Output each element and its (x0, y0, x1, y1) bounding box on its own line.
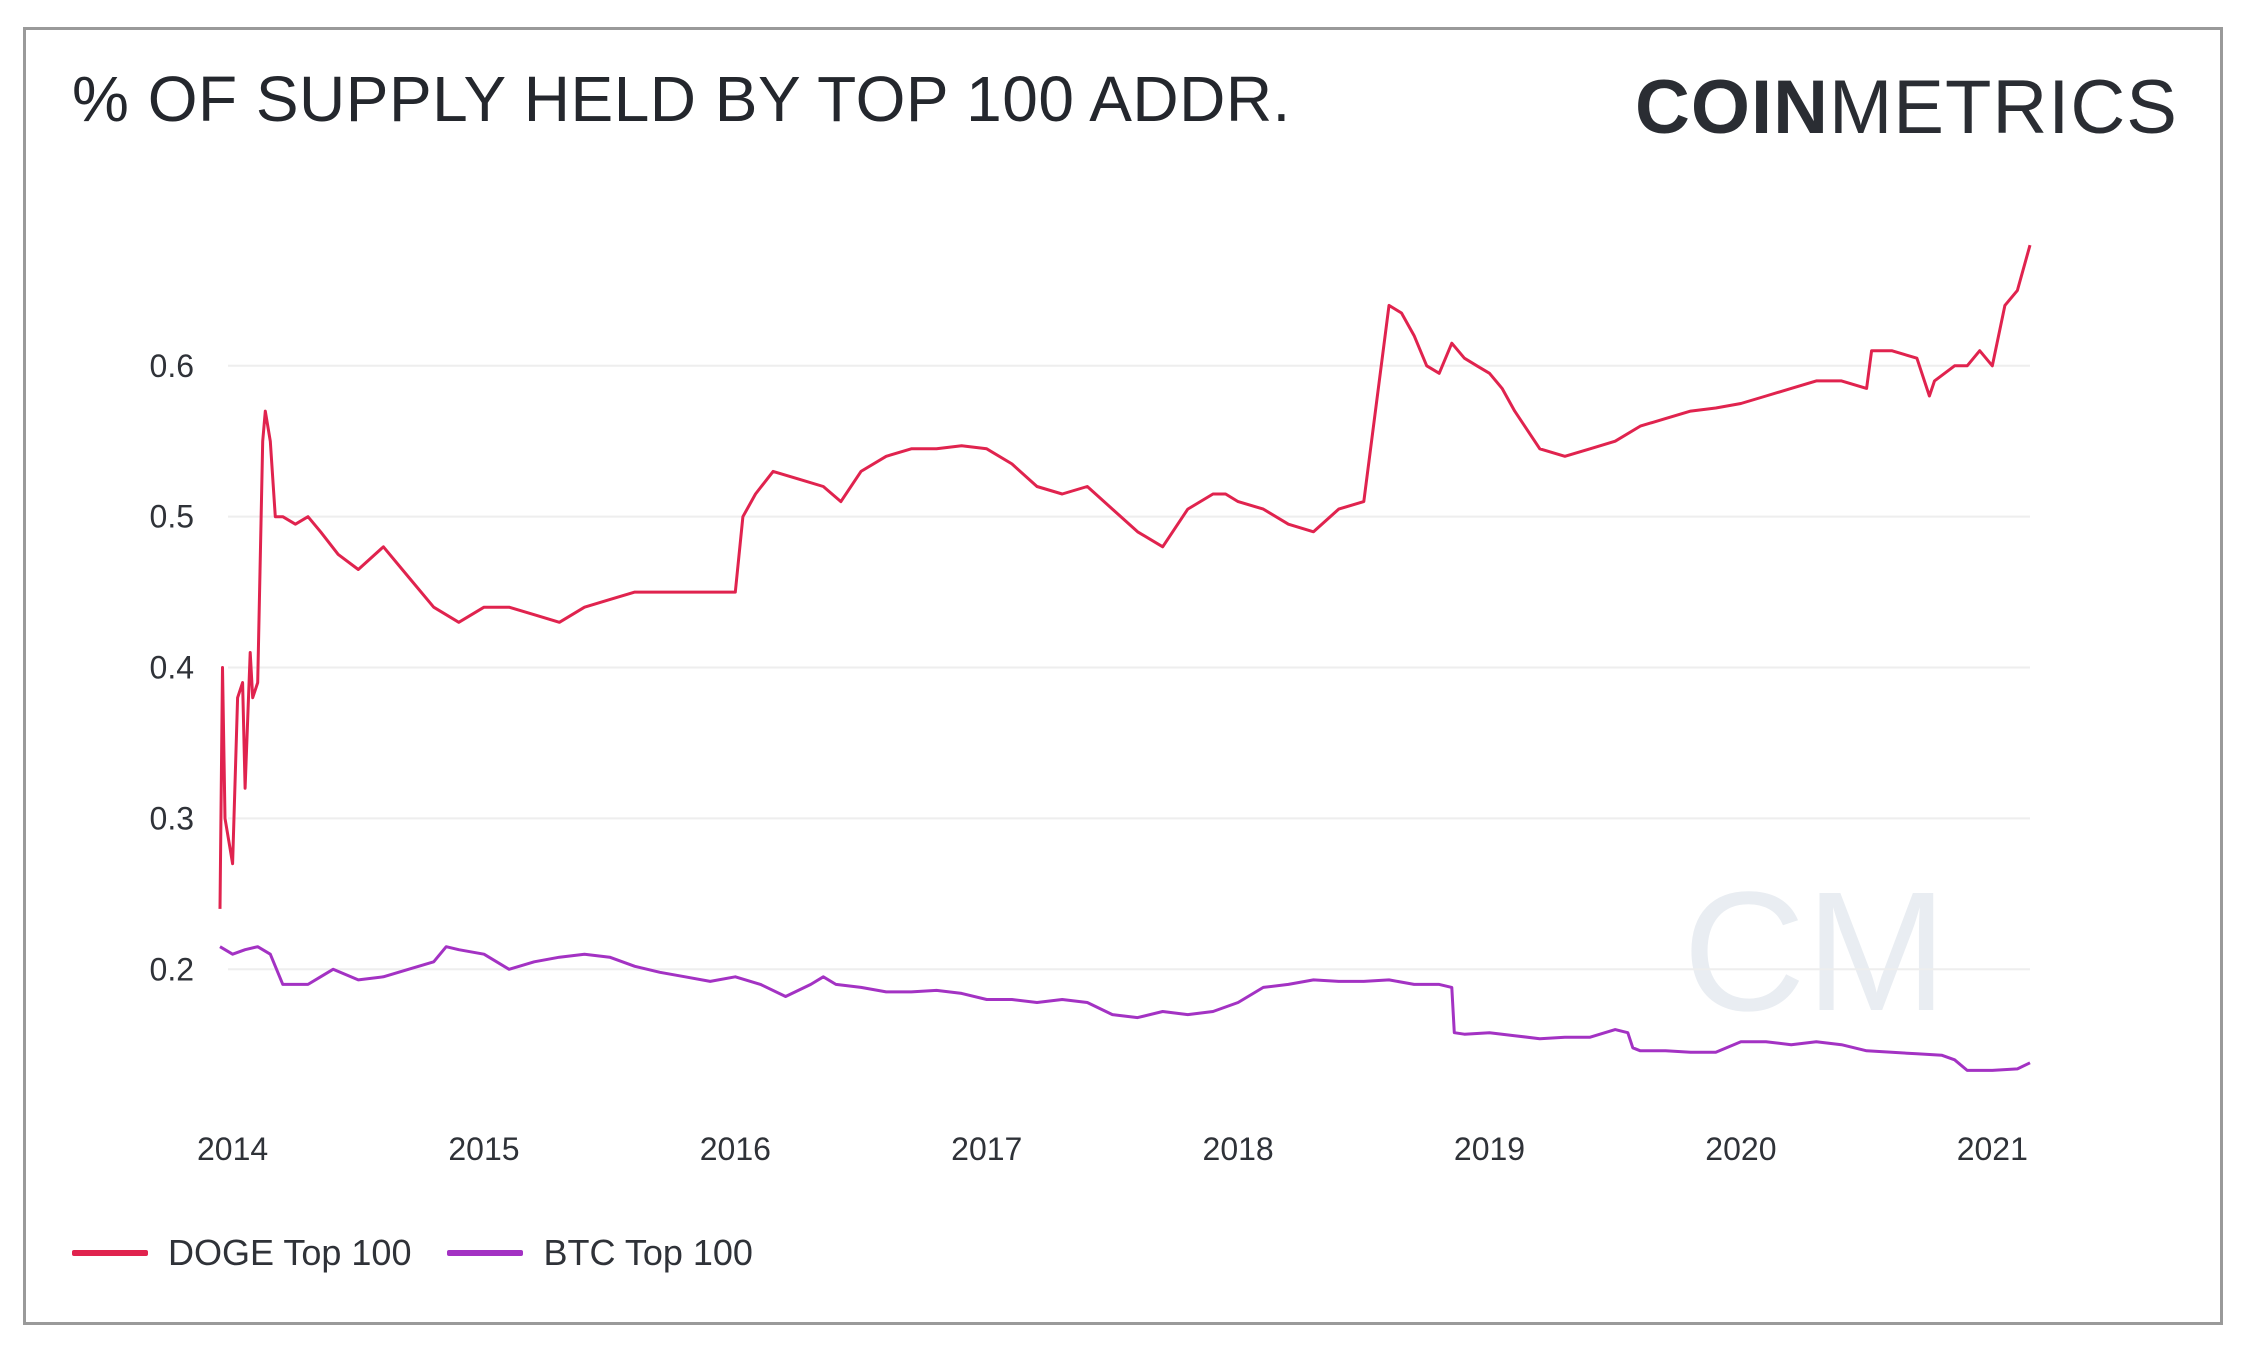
y-tick-label: 0.6 (150, 348, 194, 384)
legend-item-btc: BTC Top 100 (447, 1232, 753, 1274)
chart-frame (23, 27, 2223, 1325)
legend-swatch-btc (447, 1250, 524, 1256)
logo-bold-text: COIN (1635, 65, 1829, 150)
y-tick-label: 0.3 (150, 800, 194, 836)
x-tick-label: 2019 (1454, 1131, 1525, 1167)
x-tick-label: 2016 (700, 1131, 771, 1167)
coinmetrics-logo: COINMETRICS (1635, 64, 2178, 151)
x-tick-label: 2018 (1203, 1131, 1274, 1167)
legend-swatch-doge (72, 1250, 148, 1256)
legend-item-doge: DOGE Top 100 (72, 1232, 411, 1274)
legend-label-doge: DOGE Top 100 (168, 1232, 412, 1273)
legend-label-btc: BTC Top 100 (543, 1232, 753, 1273)
chart-title: % OF SUPPLY HELD BY TOP 100 ADDR. (72, 63, 1291, 135)
legend: DOGE Top 100 BTC Top 100 (72, 1232, 789, 1274)
logo-light-text: METRICS (1829, 65, 2178, 150)
series-line-btc (219, 945, 2031, 1072)
y-tick-label: 0.2 (150, 951, 194, 987)
x-tick-label: 2014 (197, 1131, 268, 1167)
x-tick-label: 2021 (1957, 1131, 2028, 1167)
x-tick-label: 2020 (1705, 1131, 1776, 1167)
watermark-logo: CM (1683, 857, 1947, 1047)
y-tick-label: 0.4 (150, 650, 194, 686)
x-tick-label: 2015 (448, 1131, 519, 1167)
y-tick-label: 0.5 (150, 499, 194, 535)
series-line-doge (218, 244, 2032, 909)
x-tick-label: 2017 (951, 1131, 1022, 1167)
